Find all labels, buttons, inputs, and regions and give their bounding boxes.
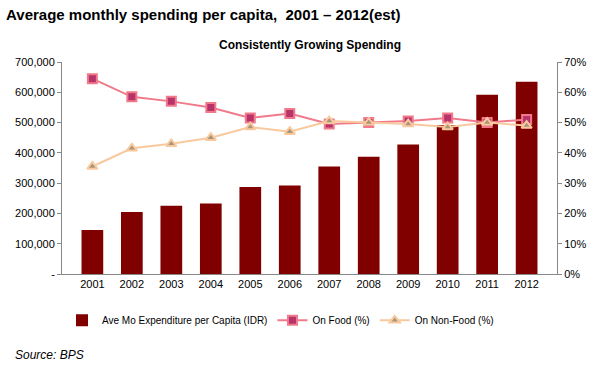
svg-text:On Food (%): On Food (%)	[312, 315, 369, 326]
svg-text:0%: 0%	[564, 268, 580, 280]
svg-text:40%: 40%	[564, 147, 586, 159]
svg-text:70%: 70%	[564, 56, 586, 68]
svg-text:50%: 50%	[564, 116, 586, 128]
svg-text:10%: 10%	[564, 238, 586, 250]
svg-text:2011: 2011	[475, 278, 499, 290]
svg-text:300,000: 300,000	[15, 177, 55, 189]
svg-text:400,000: 400,000	[15, 147, 55, 159]
svg-text:Average monthly spending per c: Average monthly spending per capita, 200…	[6, 6, 401, 23]
svg-text:2002: 2002	[120, 278, 144, 290]
svg-text:Ave Mo Expenditure per Capita: Ave Mo Expenditure per Capita (IDR)	[102, 315, 267, 326]
svg-text:20%: 20%	[564, 207, 586, 219]
svg-text:-: -	[51, 268, 55, 280]
svg-text:30%: 30%	[564, 177, 586, 189]
svg-text:500,000: 500,000	[15, 116, 55, 128]
svg-text:60%: 60%	[564, 86, 586, 98]
svg-text:2012: 2012	[514, 278, 538, 290]
svg-text:2008: 2008	[356, 278, 380, 290]
svg-text:2004: 2004	[199, 278, 223, 290]
svg-text:Source: BPS: Source: BPS	[15, 348, 84, 362]
svg-text:2006: 2006	[278, 278, 302, 290]
svg-text:On Non-Food (%): On Non-Food (%)	[415, 315, 494, 326]
svg-text:100,000: 100,000	[15, 238, 55, 250]
svg-text:2003: 2003	[159, 278, 183, 290]
svg-text:2010: 2010	[435, 278, 459, 290]
svg-text:2005: 2005	[238, 278, 262, 290]
svg-text:200,000: 200,000	[15, 207, 55, 219]
svg-text:Consistently Growing Spending: Consistently Growing Spending	[219, 38, 401, 52]
svg-text:700,000: 700,000	[15, 56, 55, 68]
svg-text:2007: 2007	[317, 278, 341, 290]
svg-text:2001: 2001	[80, 278, 104, 290]
svg-text:600,000: 600,000	[15, 86, 55, 98]
svg-text:2009: 2009	[396, 278, 420, 290]
